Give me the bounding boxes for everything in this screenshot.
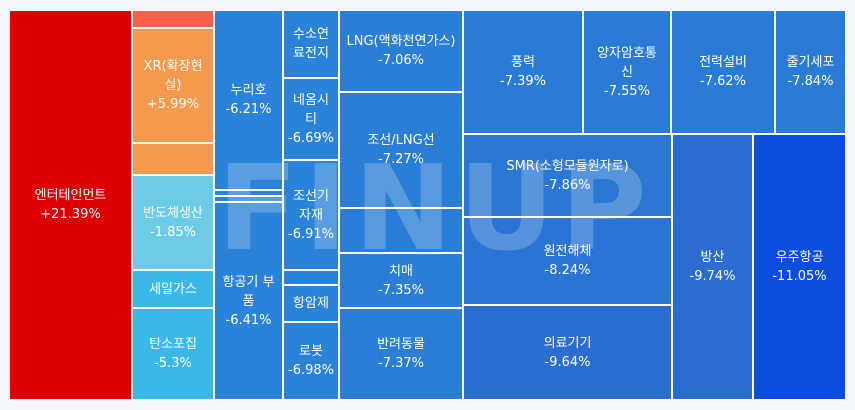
treemap-tile[interactable]: 양자암호통 신 -7.55% [583, 10, 671, 134]
treemap-tile[interactable]: 로봇 -6.98% [283, 322, 339, 400]
treemap-tile[interactable] [214, 196, 283, 202]
tile-name: 로봇 [299, 344, 323, 359]
treemap-tile[interactable]: 조선기 자재 -6.91% [283, 160, 339, 270]
treemap-tile[interactable]: 치매 -7.35% [339, 253, 463, 308]
tile-value: -7.37% [378, 356, 424, 371]
treemap-tile[interactable]: LNG(액화천연가스) -7.06% [339, 10, 463, 92]
treemap-tile[interactable] [132, 10, 214, 28]
tile-name: 치매 [389, 263, 413, 279]
tile-value: -7.55% [604, 83, 650, 99]
tile-name: 탄소포집 [149, 337, 197, 352]
tile-name: 원전해체 [543, 244, 592, 259]
treemap-tile[interactable]: 엔터테인먼트 +21.39% [9, 10, 132, 400]
tile-name: 줄기세포 [786, 55, 835, 70]
tile-name: 풍력 [511, 55, 535, 70]
tile-value: -7.86% [544, 177, 591, 193]
treemap-tile[interactable]: 반도체생산 -1.85% [132, 175, 214, 270]
treemap-tile[interactable]: 탄소포집 -5.3% [132, 308, 214, 400]
treemap-tile[interactable]: 항암제 [283, 285, 339, 322]
tile-value: -8.24% [544, 263, 591, 278]
tile-name: 세일가스 [149, 281, 197, 297]
tile-value: -7.62% [700, 74, 746, 89]
treemap-tile[interactable]: SMR(소형모듈원자로) -7.86% [463, 134, 672, 217]
tile-name: 우주항공 [775, 250, 824, 265]
tile-value: -5.3% [154, 356, 192, 371]
treemap-tile[interactable]: 세일가스 [132, 270, 214, 308]
treemap-tile[interactable]: 의료기기 -9.64% [463, 305, 672, 400]
tile-name: 네옴시 티 [293, 92, 329, 127]
treemap-tile[interactable]: 풍력 -7.39% [463, 10, 583, 134]
treemap-tile[interactable]: 우주항공 -11.05% [753, 134, 846, 400]
tile-name: 의료기기 [543, 335, 592, 351]
tile-value: -1.85% [150, 224, 196, 240]
tile-value: -6.98% [288, 363, 334, 378]
treemap-tile[interactable]: 네옴시 티 -6.69% [283, 78, 339, 160]
tile-name: 항공기 부 품 [222, 274, 275, 309]
tile-value: -7.27% [378, 152, 424, 167]
tile-name: 누리호 [230, 83, 267, 98]
treemap-tile[interactable]: 전력설비 -7.62% [671, 10, 775, 134]
tile-name: XR(확장현 실) [143, 59, 203, 93]
tile-value: -9.64% [544, 354, 591, 370]
tile-value: +5.99% [146, 97, 200, 112]
treemap-tile[interactable]: 원전해체 -8.24% [463, 217, 672, 305]
tile-value: -6.21% [225, 102, 272, 117]
tile-value: -9.74% [689, 269, 736, 284]
tile-value: -7.39% [500, 74, 546, 89]
tile-name: 반도체생산 [143, 205, 203, 221]
tile-name: 전력설비 [699, 55, 747, 70]
treemap-tile[interactable] [283, 270, 339, 285]
treemap-tile[interactable]: 반려동물 -7.37% [339, 308, 463, 400]
tile-value: -6.41% [225, 312, 272, 328]
tile-value: -7.06% [378, 53, 424, 68]
treemap-tile[interactable]: 조선/LNG선 -7.27% [339, 92, 463, 208]
treemap-tile[interactable]: XR(확장현 실) +5.99% [132, 28, 214, 143]
tile-value: -6.69% [288, 130, 334, 146]
treemap-tile[interactable]: 줄기세포 -7.84% [775, 10, 846, 134]
tile-name: LNG(액화천연가스) [346, 34, 456, 49]
tile-name: 엔터테인먼트 [34, 188, 107, 203]
tile-name: 조선기 자재 [293, 188, 329, 223]
treemap-tile[interactable] [214, 190, 283, 196]
tile-value: -11.05% [772, 269, 827, 284]
tile-value: -7.35% [378, 282, 424, 298]
tile-value: +21.39% [40, 207, 101, 222]
treemap-tile[interactable]: 방산 -9.74% [672, 134, 753, 400]
treemap-tile[interactable] [339, 208, 463, 253]
treemap-tile[interactable]: 누리호 -6.21% [214, 10, 283, 190]
treemap-tile[interactable] [132, 143, 214, 175]
tile-name: 양자암호통 신 [597, 45, 657, 80]
tile-name: 방산 [700, 250, 725, 265]
treemap-tile[interactable]: 항공기 부 품 -6.41% [214, 202, 283, 400]
tile-name: SMR(소형모듈원자로) [506, 158, 629, 174]
tile-name: 조선/LNG선 [367, 133, 435, 148]
tile-value: -7.84% [787, 74, 834, 89]
tile-name: 반려동물 [377, 337, 425, 352]
tile-name: 수소연 료전지 [293, 27, 329, 61]
treemap-tile[interactable]: 수소연 료전지 [283, 10, 339, 78]
tile-value: -6.91% [288, 226, 334, 242]
tile-name: 항암제 [293, 296, 329, 311]
